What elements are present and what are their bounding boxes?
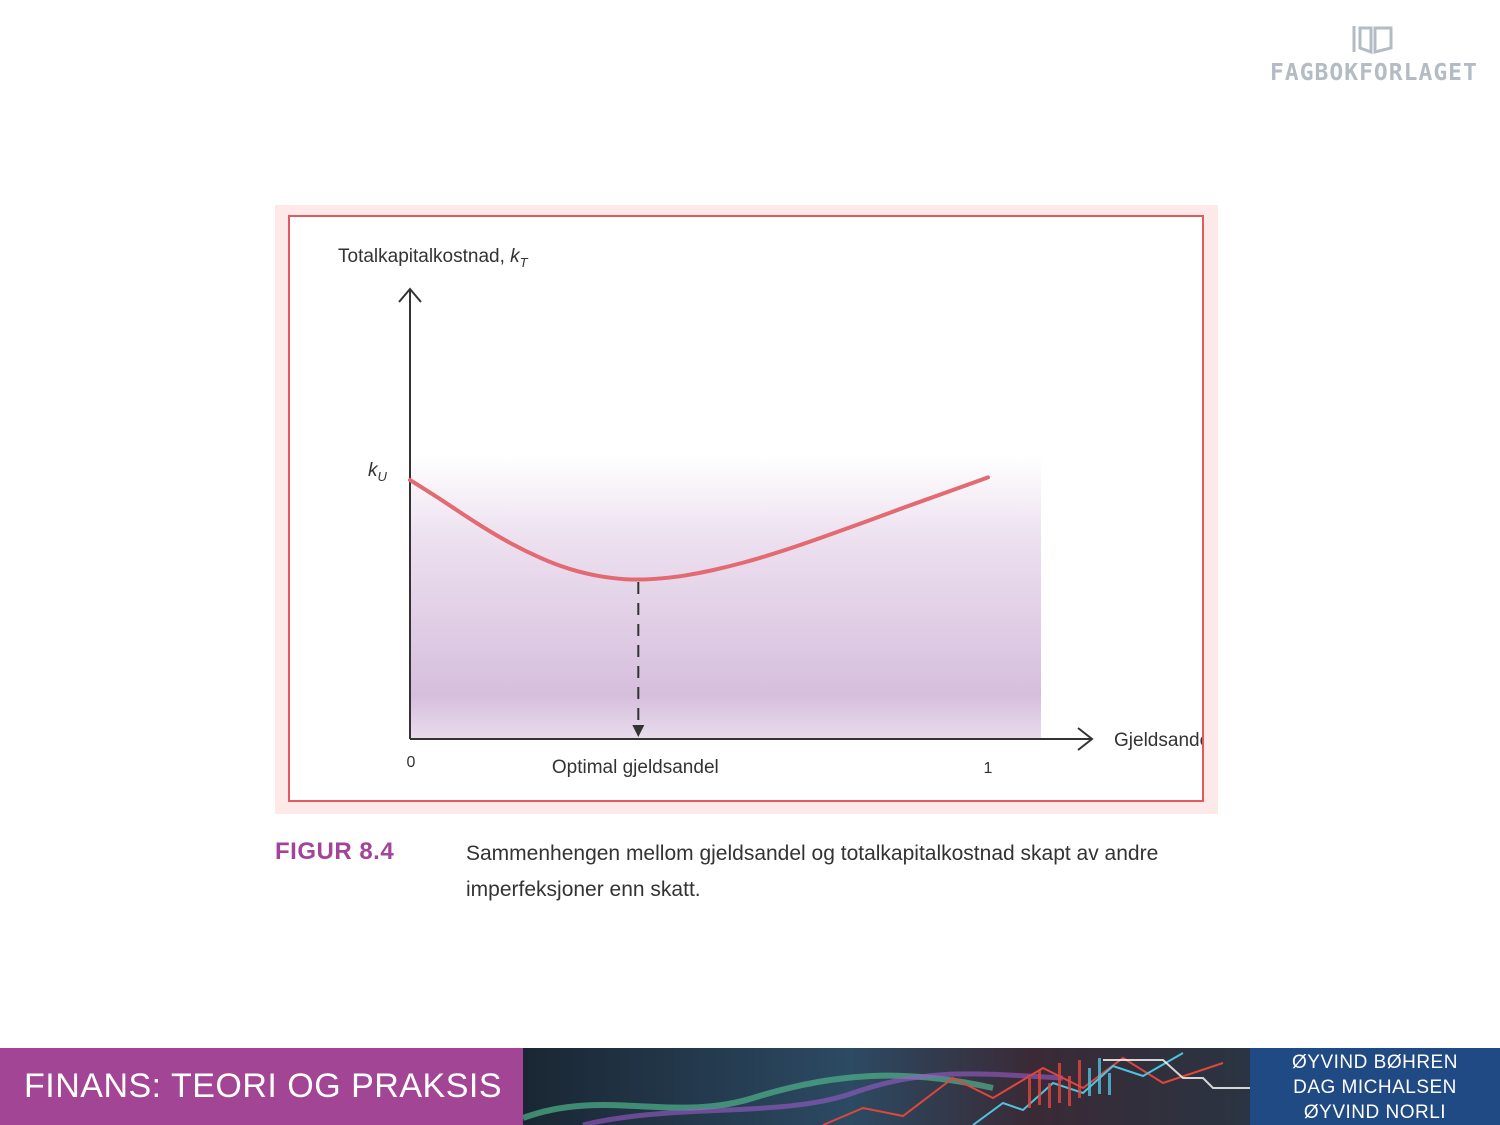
footer-chart-image [523, 1048, 1250, 1125]
publisher-logo: FAGBOKFORLAGET [1270, 22, 1478, 86]
figure-inner-frame: Totalkapitalkostnad, kT kU 0 1 Optimal g… [288, 215, 1204, 802]
author-2: DAG MICHALSEN [1293, 1077, 1457, 1098]
y-axis-arrow [398, 287, 422, 303]
x-tick-label-1: 1 [984, 760, 993, 777]
author-3: ØYVIND NORLI [1303, 1102, 1447, 1123]
y-axis-label: Totalkapitalkostnad, kT [338, 246, 529, 270]
figure-label: FIGUR 8.4 [275, 838, 395, 865]
chart: Totalkapitalkostnad, kT kU 0 1 Optimal g… [338, 246, 1202, 778]
ku-marker-label: kU [368, 460, 388, 484]
book-title: FINANS: TEORI OG PRAKSIS [0, 1048, 523, 1125]
x-axis-label: Gjeldsandel [1114, 730, 1202, 751]
x-tick-label-0: 0 [407, 754, 416, 771]
footer-banner: FINANS: TEORI OG PRAKSIS [0, 1048, 1500, 1125]
figure-frame: Totalkapitalkostnad, kT kU 0 1 Optimal g… [275, 205, 1218, 814]
author-1: ØYVIND BØHREN [1292, 1052, 1458, 1073]
optimum-arrowhead [632, 725, 645, 737]
optimum-label: Optimal gjeldsandel [552, 757, 719, 778]
publisher-name: FAGBOKFORLAGET [1270, 60, 1478, 86]
book-icon [1352, 26, 1393, 54]
figure-caption: Sammenhengen mellom gjeldsandel og total… [466, 842, 1159, 901]
authors-block: ØYVIND BØHREN DAG MICHALSEN ØYVIND NORLI [1250, 1048, 1500, 1125]
x-axis-arrow [1077, 727, 1094, 751]
shaded-area [411, 455, 1042, 738]
cost-curve-line [408, 475, 990, 582]
